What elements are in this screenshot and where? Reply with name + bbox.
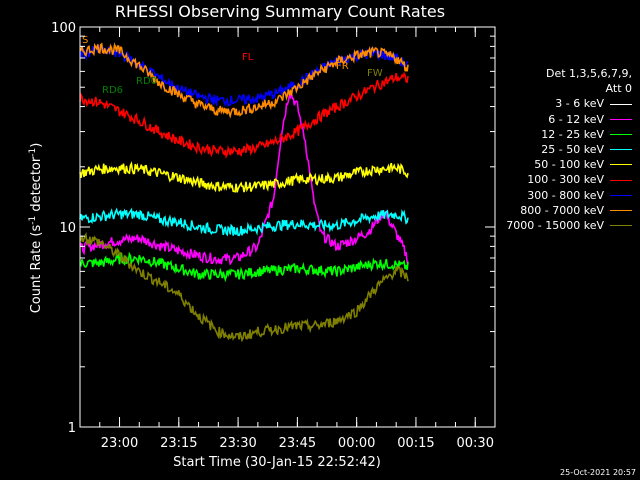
legend-item: 6 - 12 keV [506, 112, 632, 127]
y-tick-label-0: 1 [68, 421, 76, 436]
legend-label: 6 - 12 keV [548, 112, 604, 126]
legend-label: 7000 - 15000 keV [506, 219, 604, 233]
x-tick-label-0: 23:00 [101, 436, 138, 451]
legend-item: 100 - 300 keV [506, 172, 632, 187]
series-line-2 [79, 251, 409, 283]
y-axis-label: Count Rate (s-1 detector-1) [28, 143, 44, 314]
plot-area: S RD0 RD6 FL FR FW [79, 35, 409, 361]
annotation-label-5: FW [367, 68, 383, 79]
annotation-label-2: RD6 [102, 85, 123, 96]
y-axis-label-end: ) [29, 143, 44, 148]
annotation-label-0: S [82, 35, 88, 46]
series-line-8 [79, 231, 409, 343]
series-line-5 [79, 71, 409, 159]
x-tick-label-3: 23:45 [279, 436, 316, 451]
legend-swatch [610, 133, 632, 135]
legend-item: 300 - 800 keV [506, 188, 632, 203]
legend-swatch [610, 225, 632, 227]
series-line-7 [79, 42, 409, 119]
legend-header-line-2: Att 0 [605, 82, 632, 96]
y-tick-label-1: 10 [59, 221, 76, 236]
legend-label: 25 - 50 keV [541, 143, 604, 157]
legend-item: 7000 - 15000 keV [506, 218, 632, 233]
legend: Det 1,3,5,6,7,9, Att 0 3 - 6 keV 6 - 12 k… [506, 66, 632, 233]
chart-title: RHESSI Observing Summary Count Rates [115, 2, 445, 21]
legend-item: 800 - 7000 keV [506, 203, 632, 218]
legend-item: 12 - 25 keV [506, 127, 632, 142]
series-line-6 [79, 44, 409, 107]
legend-label: 800 - 7000 keV [520, 203, 604, 217]
x-axis-label: Start Time (30-Jan-15 22:52:42) [173, 455, 381, 470]
legend-label: 50 - 100 keV [534, 158, 604, 172]
legend-item: 3 - 6 keV [506, 96, 632, 111]
legend-swatch [610, 179, 632, 181]
annotation-label-3: FL [242, 52, 254, 63]
legend-item: 25 - 50 keV [506, 142, 632, 157]
legend-swatch [610, 194, 632, 196]
y-axis-label-sup-2: -1 [28, 148, 38, 157]
annotation-label-4: FR [336, 61, 349, 72]
x-tick-label-4: 00:00 [338, 436, 375, 451]
legend-label: 12 - 25 keV [541, 127, 604, 141]
x-tick-label-6: 00:30 [457, 436, 494, 451]
legend-label: 3 - 6 keV [555, 97, 604, 111]
legend-header-line-1: Det 1,3,5,6,7,9, [545, 67, 632, 80]
series-line-1 [79, 91, 409, 266]
series-line-3 [79, 207, 409, 237]
y-axis-label-sup-1: -1 [28, 216, 38, 225]
x-tick-label-5: 00:15 [397, 436, 434, 451]
x-tick-label-2: 23:30 [219, 436, 256, 451]
legend-swatch [610, 118, 632, 120]
legend-label: 300 - 800 keV [527, 188, 604, 202]
series-line-4 [79, 161, 409, 193]
legend-label: 100 - 300 keV [527, 173, 604, 187]
legend-item: 50 - 100 keV [506, 157, 632, 172]
annotation-label-1: RD0 [136, 76, 157, 87]
legend-swatch [610, 164, 632, 166]
y-tick-label-2: 100 [51, 21, 76, 36]
legend-swatch [610, 209, 632, 211]
series-line-0 [79, 133, 409, 361]
legend-swatch [610, 149, 632, 151]
y-axis-label-main: Count Rate (s [29, 225, 44, 314]
y-axis-label-mid: detector [29, 156, 44, 216]
footer-date: 25-Oct-2021 20:57 [560, 468, 636, 477]
axis-ticks: 1 10 100 23:00 23:15 23:30 23:45 00:00 00:15 00:3… [51, 21, 496, 451]
legend-swatch [610, 103, 632, 105]
x-tick-label-1: 23:15 [160, 436, 197, 451]
